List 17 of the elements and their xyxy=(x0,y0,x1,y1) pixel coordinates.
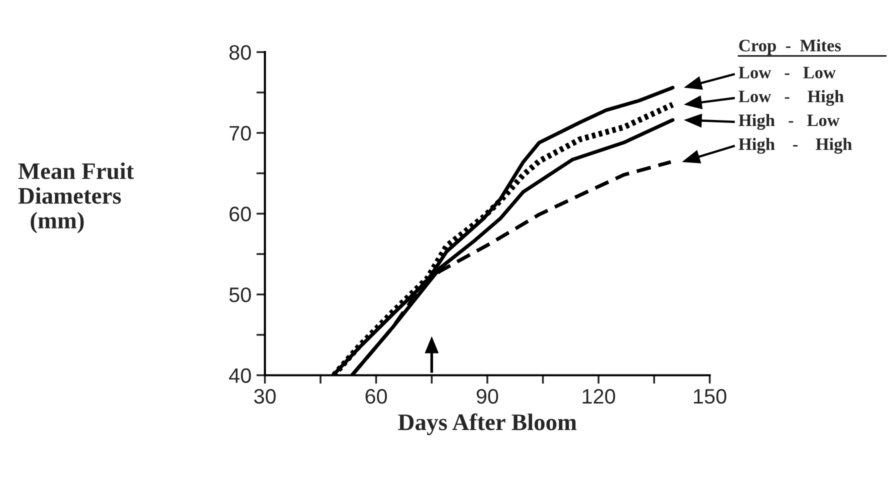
y-tick-label: 40 xyxy=(229,368,251,383)
legend-label: High - High xyxy=(738,138,852,154)
x-tick-label: 60 xyxy=(366,388,387,404)
y-tick-label: 60 xyxy=(230,206,251,222)
x-tick-label: 90 xyxy=(476,388,498,404)
x-tick-label: 120 xyxy=(582,388,616,404)
y-axis-title: Mean Fruit Diameters (mm) xyxy=(18,162,134,234)
legend-title: Crop - Mites xyxy=(739,39,841,55)
legend-label: Low - Low xyxy=(738,66,836,78)
x-axis-title: Days After Bloom xyxy=(398,413,577,436)
y-tick-label: 70 xyxy=(230,126,251,141)
legend-label: Low - High xyxy=(738,90,844,106)
x-tick-label: 30 xyxy=(254,388,276,404)
y-tick-label: 50 xyxy=(229,287,251,302)
x-tick-label: 150 xyxy=(694,388,726,404)
legend-label: High - Low xyxy=(738,114,840,130)
y-tick-label: 80 xyxy=(229,45,251,60)
